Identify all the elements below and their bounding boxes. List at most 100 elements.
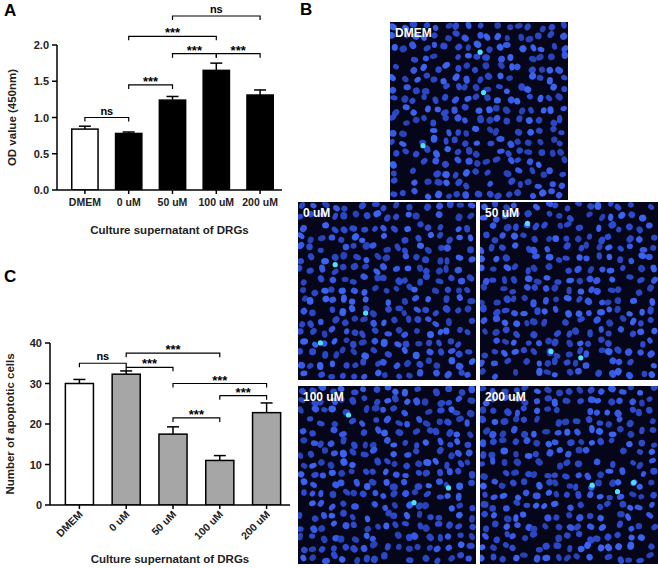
nucleus: [520, 405, 527, 412]
nucleus: [321, 406, 329, 412]
nucleus: [424, 223, 433, 232]
nucleus: [564, 309, 573, 318]
nucleus: [339, 499, 348, 508]
nucleus: [401, 439, 409, 447]
y-axis-label: OD value (450nm): [6, 69, 18, 166]
nucleus: [629, 317, 638, 327]
nucleus: [342, 488, 352, 497]
nucleus: [514, 22, 523, 30]
x-axis-label: Culture supernatant of DRGs: [91, 553, 249, 565]
nucleus: [606, 331, 612, 337]
nucleus: [358, 338, 368, 346]
nucleus: [398, 140, 407, 148]
nucleus: [392, 361, 401, 370]
nucleus: [613, 203, 622, 212]
nucleus: [585, 553, 594, 562]
nucleus: [454, 349, 464, 358]
nucleus: [607, 220, 617, 230]
nucleus: [380, 232, 388, 240]
nucleus: [458, 388, 467, 397]
nucleus: [468, 317, 476, 324]
nucleus: [424, 193, 432, 200]
nucleus: [321, 330, 328, 338]
nucleus: [512, 437, 521, 446]
nucleus: [506, 139, 516, 149]
nucleus: [508, 543, 517, 552]
nucleus: [363, 211, 372, 220]
nucleus: [647, 370, 656, 379]
nucleus: [531, 283, 539, 292]
nucleus: [423, 72, 431, 80]
nucleus: [322, 447, 329, 454]
nucleus: [451, 72, 461, 82]
y-tick-label: 0.5: [34, 148, 49, 160]
nucleus: [444, 285, 453, 294]
nucleus: [577, 438, 585, 446]
nucleus: [455, 82, 463, 91]
nucleus: [383, 246, 392, 254]
nucleus: [489, 407, 498, 415]
nucleus: [503, 407, 513, 417]
nucleus: [592, 535, 601, 542]
nucleus: [401, 147, 410, 155]
nucleus: [518, 33, 525, 41]
nucleus: [423, 490, 432, 499]
nucleus: [514, 522, 522, 529]
nucleus: [637, 390, 643, 396]
nucleus: [436, 446, 446, 456]
nucleus: [628, 397, 637, 406]
nucleus: [544, 262, 554, 272]
nucleus: [638, 493, 646, 500]
nucleus: [519, 511, 527, 519]
nucleus: [638, 320, 644, 326]
nucleus: [441, 60, 451, 69]
nucleus: [402, 473, 409, 478]
nucleus: [416, 242, 424, 250]
nucleus: [434, 106, 441, 113]
nucleus: [617, 210, 627, 220]
nucleus: [502, 469, 511, 478]
nucleus: [545, 66, 554, 75]
nucleus: [431, 427, 440, 436]
nucleus: [576, 397, 585, 405]
nucleus: [390, 512, 398, 519]
nucleus: [491, 360, 499, 366]
nucleus: [501, 459, 507, 466]
nucleus: [545, 253, 553, 260]
nucleus: [556, 447, 563, 454]
nucleus: [480, 481, 488, 491]
nucleus: [371, 225, 379, 233]
nucleus: [413, 76, 422, 84]
nucleus: [455, 414, 465, 423]
nucleus: [436, 231, 445, 240]
nucleus: [384, 542, 392, 551]
nucleus: [333, 350, 341, 359]
nucleus: [456, 287, 462, 293]
nucleus: [616, 520, 624, 529]
nucleus: [326, 460, 335, 470]
nucleus: [650, 275, 658, 285]
nucleus: [522, 357, 531, 366]
nucleus: [501, 307, 510, 314]
y-tick-label: 2.0: [34, 39, 49, 51]
nucleus: [456, 234, 463, 240]
nucleus: [364, 515, 371, 523]
nucleus: [455, 361, 465, 371]
nucleus: [465, 53, 472, 59]
nucleus: [480, 254, 486, 264]
nucleus: [448, 505, 455, 512]
nucleus: [384, 386, 392, 391]
nucleus: [526, 128, 535, 137]
nucleus: [524, 178, 533, 186]
nucleus: [638, 251, 648, 260]
nucleus: [403, 397, 412, 406]
nucleus: [447, 274, 456, 283]
nucleus: [338, 555, 347, 564]
nucleus: [348, 447, 357, 457]
nucleus: [608, 213, 614, 221]
nucleus: [441, 113, 450, 122]
nucleus: [298, 320, 306, 328]
nucleus: [627, 243, 633, 249]
nucleus: [431, 320, 440, 328]
nucleus: [647, 542, 656, 551]
